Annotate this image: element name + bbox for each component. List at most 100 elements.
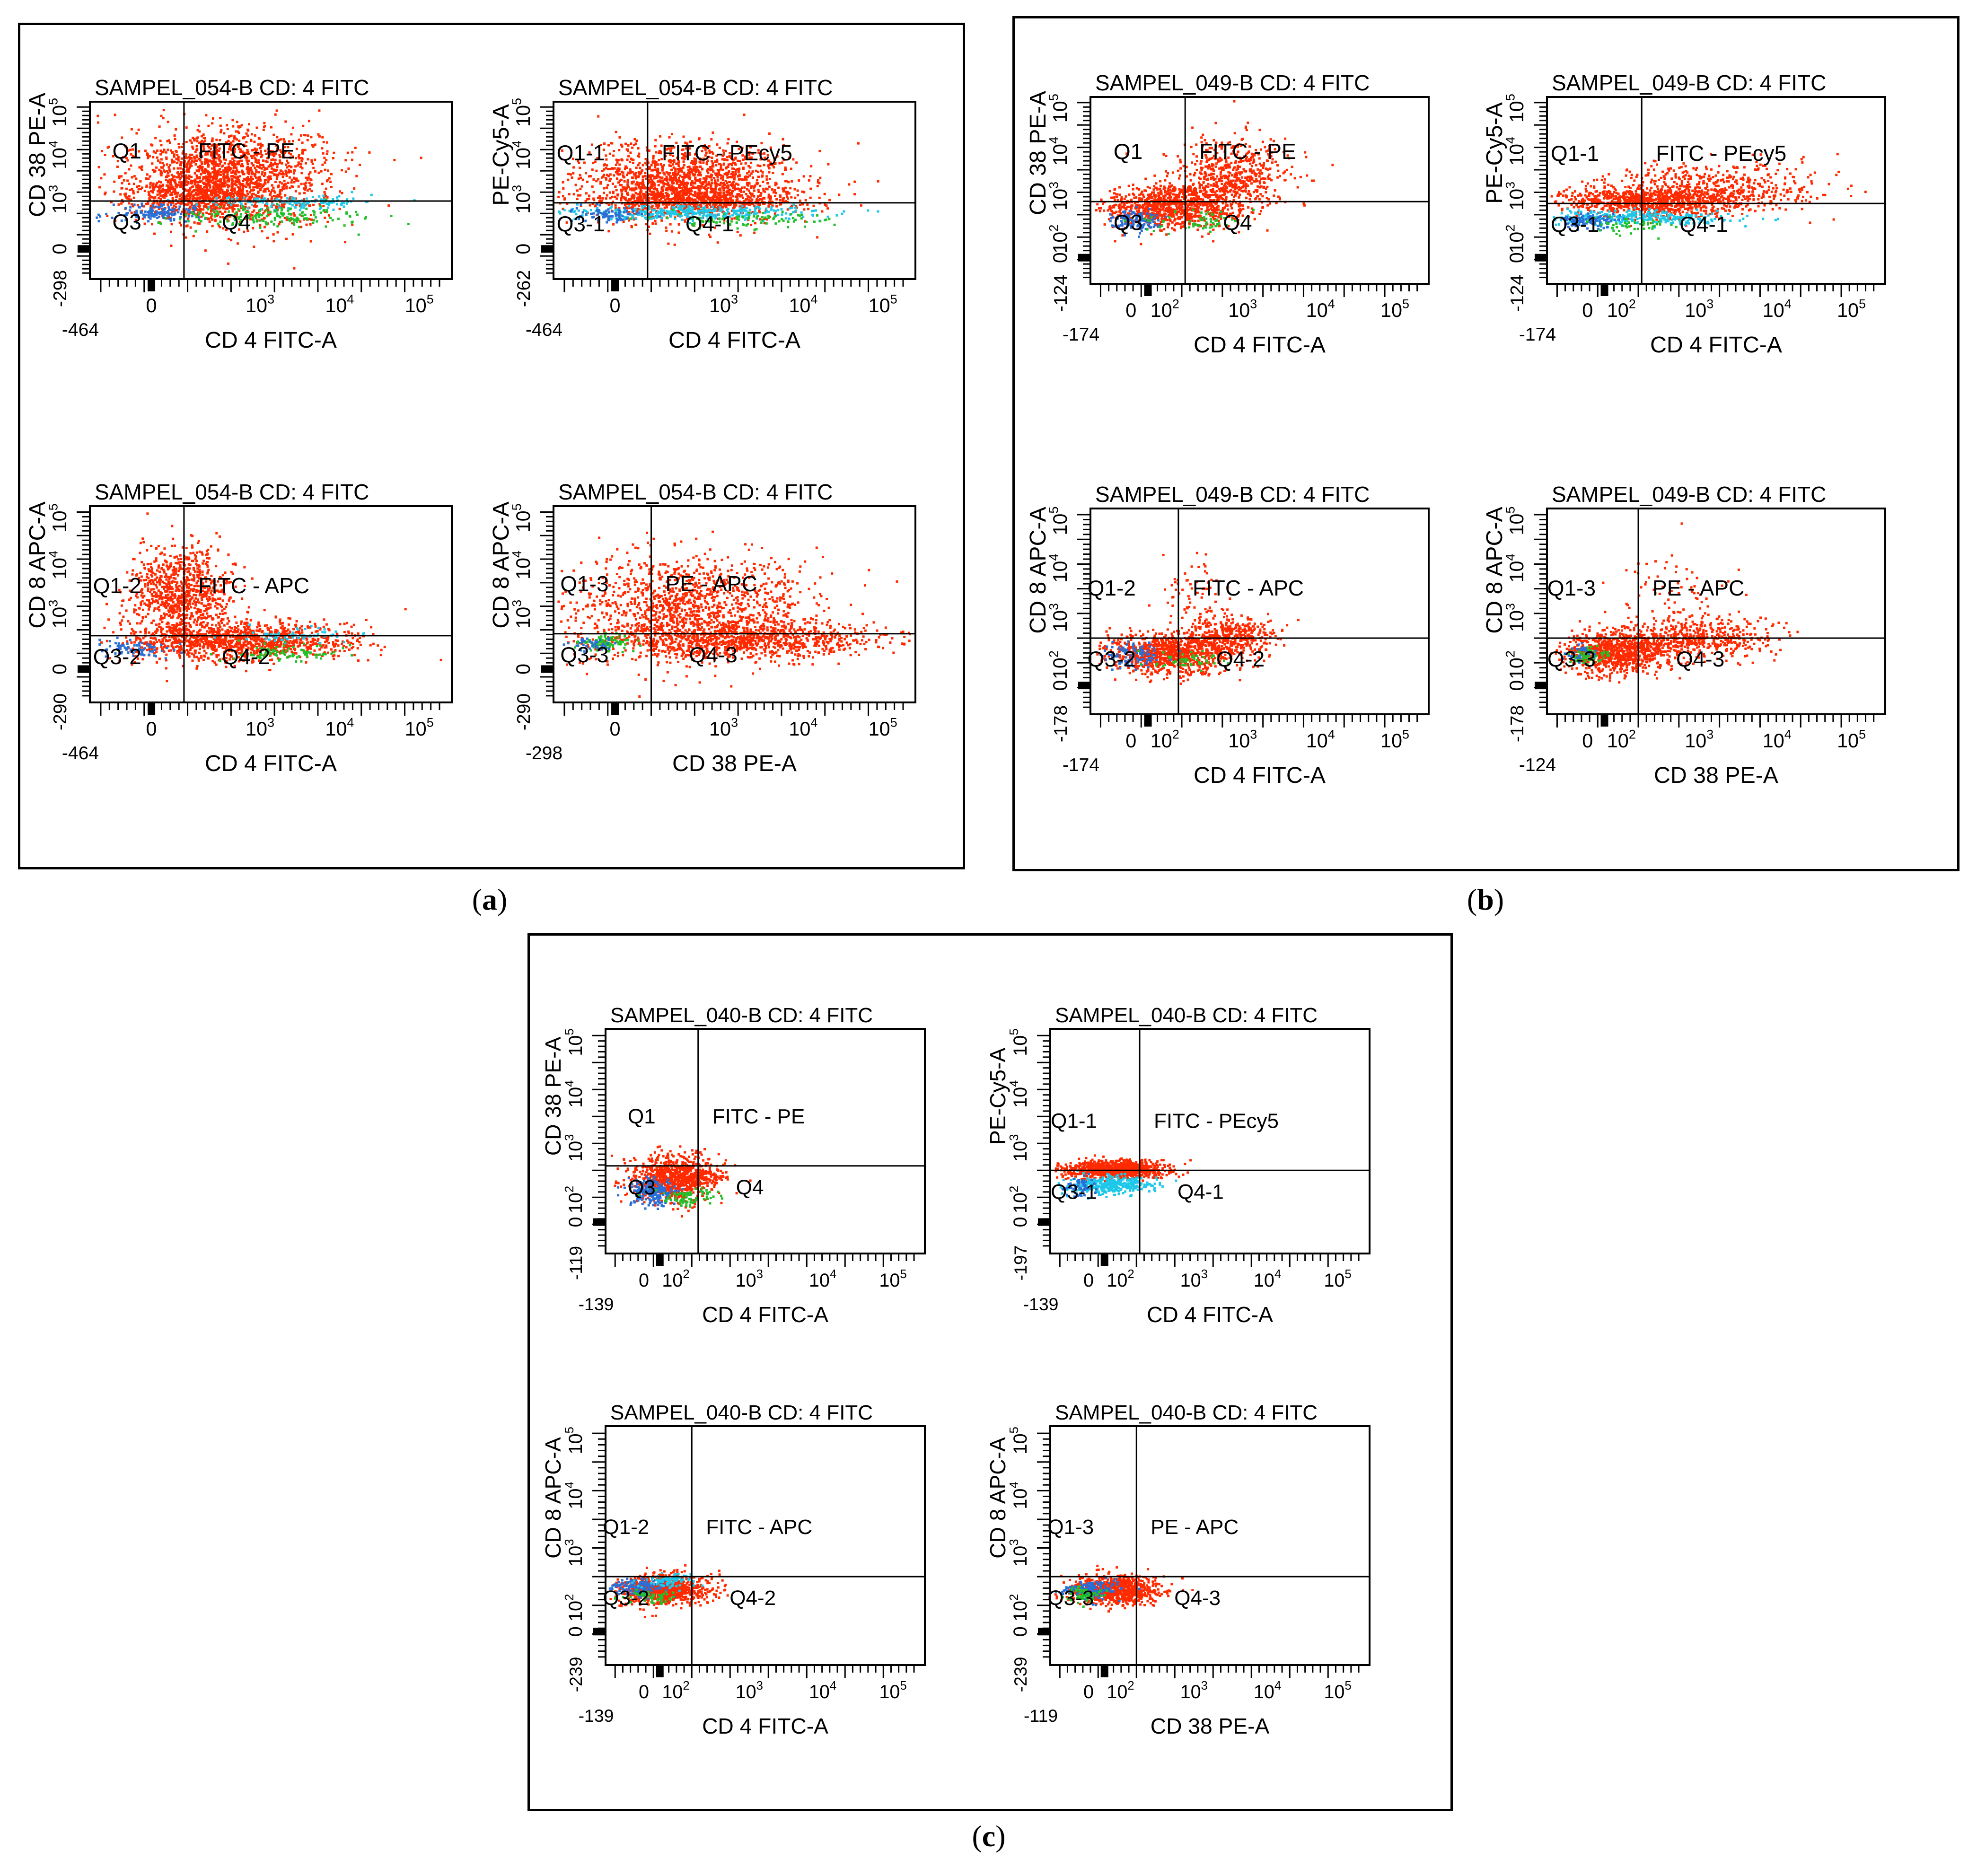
event-dot — [656, 207, 659, 210]
event-dot — [683, 157, 686, 160]
event-dot — [204, 205, 207, 208]
event-dot — [792, 158, 795, 161]
event-dot — [722, 192, 725, 194]
event-dot — [264, 160, 267, 163]
event-dot — [219, 220, 222, 223]
event-dot — [152, 150, 155, 153]
event-dot — [621, 189, 624, 192]
event-dot — [598, 195, 601, 197]
event-dot — [784, 180, 787, 183]
event-dot — [310, 214, 312, 216]
event-dot — [160, 181, 162, 184]
event-dot — [120, 219, 123, 222]
event-dot — [249, 167, 252, 169]
event-dot — [672, 189, 675, 192]
event-dot — [793, 188, 796, 191]
event-dot — [666, 148, 668, 151]
event-dot — [803, 225, 806, 228]
event-dot — [167, 187, 170, 190]
event-dot — [196, 222, 199, 225]
event-dot — [675, 213, 678, 216]
event-dot — [241, 192, 244, 195]
event-dot — [212, 163, 215, 166]
event-dot — [160, 171, 163, 174]
event-dot — [343, 205, 345, 208]
event-dot — [230, 171, 233, 174]
event-dot — [660, 190, 663, 193]
event-dot — [192, 235, 195, 237]
event-dot — [317, 171, 320, 174]
event-dot — [218, 224, 220, 227]
event-dot — [193, 172, 196, 175]
event-dot — [146, 152, 149, 155]
event-dot — [206, 197, 209, 200]
event-dot — [736, 195, 739, 198]
event-dot — [605, 209, 608, 212]
event-dot — [276, 193, 279, 196]
event-dot — [176, 167, 179, 170]
event-dot — [252, 182, 255, 184]
event-dot — [300, 183, 303, 185]
event-dot — [165, 189, 167, 192]
event-dot — [113, 190, 115, 193]
event-dot — [782, 144, 785, 147]
event-dot — [270, 158, 273, 161]
event-dot — [293, 181, 296, 184]
event-dot — [269, 171, 272, 174]
event-dot — [353, 187, 356, 190]
event-dot — [693, 166, 696, 169]
event-dot — [726, 201, 729, 203]
event-dot — [729, 194, 731, 197]
event-dot — [128, 209, 131, 212]
event-dot — [248, 217, 250, 219]
event-dot — [171, 201, 174, 203]
event-dot — [154, 151, 157, 154]
event-dot — [222, 144, 225, 147]
event-dot — [719, 191, 722, 194]
event-dot — [163, 214, 165, 217]
event-dot — [202, 178, 205, 181]
event-dot — [654, 163, 656, 166]
event-dot — [167, 121, 169, 123]
event-dot — [685, 206, 688, 209]
event-dot — [235, 215, 237, 218]
event-dot — [711, 211, 713, 214]
event-dot — [246, 193, 249, 195]
event-dot — [788, 157, 791, 159]
event-dot — [293, 176, 295, 179]
event-dot — [753, 189, 756, 192]
event-dot — [638, 198, 641, 201]
event-dot — [221, 192, 224, 195]
event-dot — [351, 151, 354, 154]
event-dot — [273, 153, 276, 156]
event-dot — [763, 197, 766, 200]
event-dot — [624, 142, 627, 145]
event-dot — [647, 196, 650, 199]
event-dot — [305, 181, 308, 184]
event-dot — [702, 220, 704, 223]
event-dot — [749, 166, 752, 169]
event-dot — [631, 146, 634, 149]
event-dot — [222, 207, 225, 210]
event-dot — [227, 151, 229, 154]
event-dot — [200, 187, 202, 190]
event-dot — [264, 149, 267, 152]
event-dot — [716, 179, 719, 182]
event-dot — [325, 158, 328, 161]
event-dot — [838, 193, 841, 196]
event-dot — [761, 219, 764, 221]
event-dot — [615, 171, 617, 174]
event-dot — [187, 198, 190, 201]
event-dot — [176, 161, 179, 164]
event-dot — [759, 158, 762, 161]
event-dot — [305, 223, 308, 226]
event-dot — [201, 169, 204, 172]
event-dot — [141, 186, 143, 189]
event-dot — [174, 193, 176, 195]
event-dot — [179, 167, 182, 170]
event-dot — [202, 133, 205, 136]
event-dot — [251, 214, 254, 217]
event-dot — [249, 215, 252, 218]
event-dot — [233, 202, 235, 204]
event-dot — [295, 157, 297, 159]
